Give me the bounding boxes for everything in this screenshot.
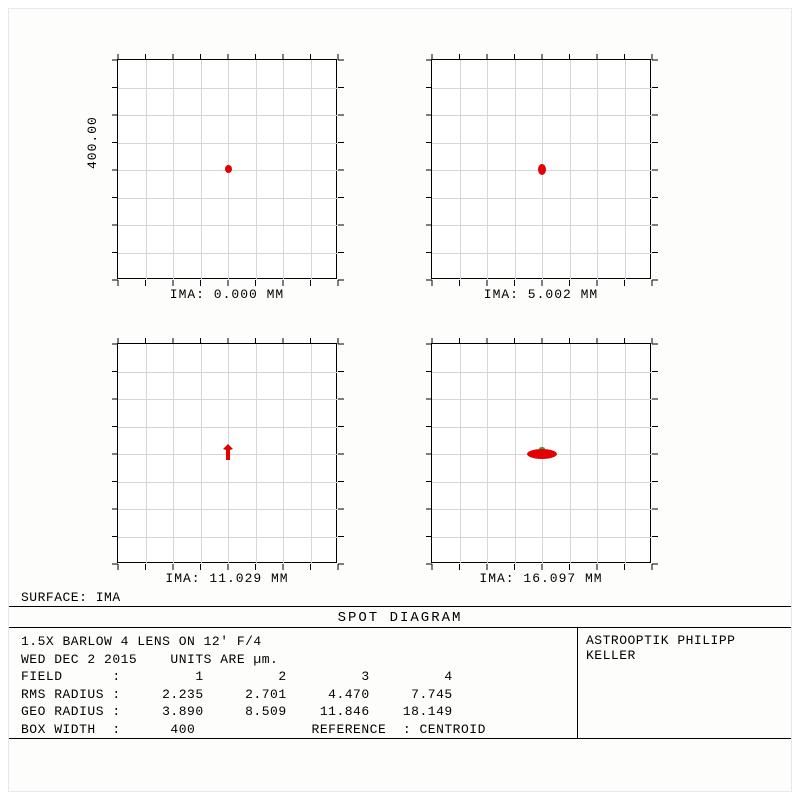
spot-panel-2: IMA: 5.002 MM [431,59,651,302]
plots-area: 400.00 IMA: 0.000 MM IMA: 5.002 MM IMA: 11… [9,9,791,607]
spot-panel-3: IMA: 11.029 MM [117,343,337,586]
panel-caption: IMA: 0.000 MM [117,287,337,302]
info-block: 1.5X BARLOW 4 LENS ON 12' F/4 WED DEC 2 … [9,627,791,739]
spot [527,449,557,459]
title-bar: SPOT DIAGRAM [9,606,791,628]
spot-panel-1: IMA: 0.000 MM [117,59,337,302]
spot [538,164,546,175]
company-label: ASTROOPTIK PHILIPP KELLER [586,633,735,663]
panel-caption: IMA: 16.097 MM [431,571,651,586]
info-line2: WED DEC 2 2015 UNITS ARE µm. [21,652,278,667]
title-text: SPOT DIAGRAM [338,610,463,626]
spot [225,165,232,173]
info-line1: 1.5X BARLOW 4 LENS ON 12' F/4 [21,634,262,649]
spot-box [431,343,651,563]
spot-box [117,59,337,279]
panel-caption: IMA: 11.029 MM [117,571,337,586]
spot-box [431,59,651,279]
spot-box [117,343,337,563]
blank-footer [9,739,791,791]
info-box-row: BOX WIDTH : 400 REFERENCE : CENTROID [21,722,486,737]
spot [223,444,233,460]
info-left: 1.5X BARLOW 4 LENS ON 12' F/4 WED DEC 2 … [9,627,577,738]
spot-panel-4: IMA: 16.097 MM [431,343,651,586]
panel-caption: IMA: 5.002 MM [431,287,651,302]
surface-label: SURFACE: IMA [21,590,121,605]
y-axis-label: 400.00 [85,116,100,169]
info-table-header: FIELD : 1 2 3 4 [21,669,453,684]
page: 400.00 IMA: 0.000 MM IMA: 5.002 MM IMA: 11… [8,8,792,792]
info-geo-row: GEO RADIUS : 3.890 8.509 11.846 18.149 [21,704,453,719]
info-right: ASTROOPTIK PHILIPP KELLER [577,627,791,738]
info-rms-row: RMS RADIUS : 2.235 2.701 4.470 7.745 [21,687,453,702]
